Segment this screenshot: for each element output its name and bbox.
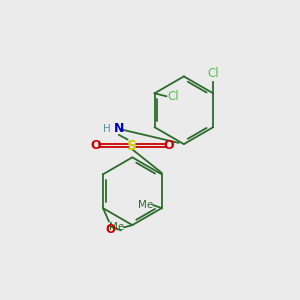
Text: Me: Me — [109, 222, 124, 233]
Text: S: S — [127, 139, 137, 153]
Text: O: O — [105, 224, 116, 236]
Text: O: O — [90, 139, 101, 152]
Text: Me: Me — [138, 200, 153, 210]
Text: H: H — [103, 124, 110, 134]
Text: O: O — [164, 139, 175, 152]
Text: Cl: Cl — [168, 90, 179, 104]
Text: Cl: Cl — [207, 67, 219, 80]
Text: N: N — [114, 122, 124, 135]
